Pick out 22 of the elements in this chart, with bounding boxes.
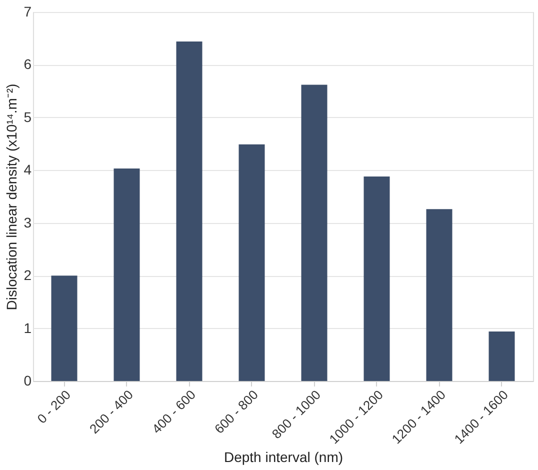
- bar: [114, 168, 140, 381]
- bar: [488, 331, 515, 381]
- bar: [51, 276, 78, 381]
- y-tick-label: 7: [24, 4, 32, 20]
- x-tick-label: 200 - 400: [86, 387, 136, 437]
- y-tick-label: 4: [24, 162, 32, 178]
- bar: [364, 176, 390, 381]
- y-tick-label: 3: [24, 214, 32, 230]
- bar: [426, 209, 452, 381]
- x-axis-title: Depth interval (nm): [224, 448, 344, 465]
- bar: [176, 42, 202, 381]
- x-tick-label: 600 - 800: [211, 387, 261, 437]
- x-tick-label: 0 - 200: [34, 387, 74, 426]
- y-axis-title: Dislocation linear density (x10¹⁴.m⁻²): [4, 84, 20, 310]
- y-tick-label: 1: [24, 320, 32, 336]
- bar: [238, 144, 265, 381]
- y-tick-label: 6: [24, 56, 32, 72]
- y-tick-label: 0: [24, 372, 32, 388]
- x-tick-label: 400 - 600: [148, 387, 198, 437]
- bar: [301, 84, 328, 381]
- y-tick-label: 5: [24, 108, 32, 125]
- y-tick-label: 2: [24, 267, 32, 284]
